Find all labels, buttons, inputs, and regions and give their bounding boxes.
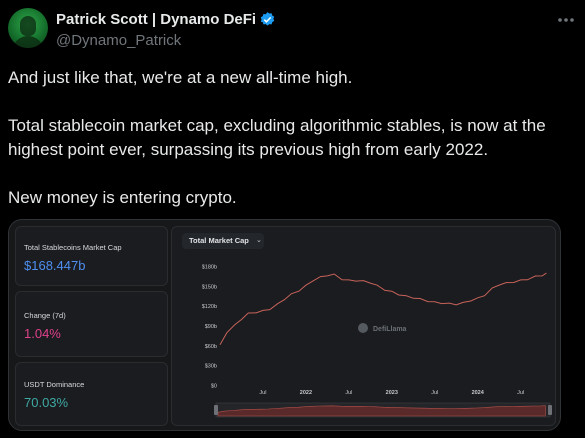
tweet-para2-line-1: Total stablecoin market cap, excluding a… [8,116,546,135]
chart-metric-dropdown[interactable]: Total Market Cap ⌄ [182,233,264,249]
author-handle[interactable]: @Dynamo_Patrick [56,32,182,49]
watermark-text: DefiLlama [373,326,407,333]
stat-change-7d: Change (7d) 1.04% [15,291,168,357]
series-line [219,272,547,345]
defillama-logo-icon [358,323,368,333]
y-tick-label: $60b [205,344,217,350]
range-handle-right[interactable] [548,405,552,415]
range-handle-left[interactable] [214,405,218,415]
stat-value: 1.04% [24,326,61,341]
stat-label: Change (7d) [24,311,66,320]
chart-image-card[interactable]: Total Stablecoins Market Cap $168.447b C… [8,219,561,431]
stat-usdt-dominance: USDT Dominance 70.03% [15,362,168,426]
y-tick-label: $0 [211,384,217,390]
chevron-down-icon: ⌄ [256,237,262,244]
x-tick-label: 2022 [300,390,312,396]
x-tick-label: Jul [345,390,352,396]
author-name[interactable]: Patrick Scott | Dynamo DeFi [56,11,257,28]
avatar-face [20,16,36,36]
stat-value: $168.447b [24,258,86,273]
x-tick-label: Jul [431,390,438,396]
avatar-shoulders [12,36,44,48]
market-cap-line-chart: $0 $30b $60b $90b $120b $150b $180b Jul 2022 Jul… [202,265,552,418]
stat-total-market-cap: Total Stablecoins Market Cap $168.447b [15,226,168,286]
range-slider[interactable] [214,402,552,418]
avatar[interactable] [8,8,48,48]
stat-label: Total Stablecoins Market Cap [24,243,122,252]
more-options-icon[interactable] [556,13,576,27]
x-tick-label: Jul [517,390,524,396]
stat-value: 70.03% [24,395,69,410]
y-tick-label: $30b [205,364,217,370]
verified-badge-icon [260,12,275,26]
range-slider-preview [217,405,546,417]
x-tick-label: 2024 [472,390,485,396]
dropdown-label: Total Market Cap [189,236,249,245]
y-tick-label: $150b [202,284,217,290]
x-tick-label: 2023 [386,390,398,396]
x-tick-label: Jul [259,390,266,396]
tweet-line-1: And just like that, we're at a new all-t… [8,68,353,87]
tweet-para2-line-2: highest point ever, surpassing its previ… [8,140,489,159]
y-tick-label: $180b [202,265,217,271]
chart-panel: Total Market Cap ⌄ $0 $30b $60b $90b $120b $1… [171,226,556,426]
tweet-line-3: New money is entering crypto. [8,188,237,207]
defillama-watermark: DefiLlama [358,323,407,333]
y-tick-label: $120b [202,304,217,310]
y-tick-label: $90b [205,324,217,330]
stat-label: USDT Dominance [24,380,85,389]
